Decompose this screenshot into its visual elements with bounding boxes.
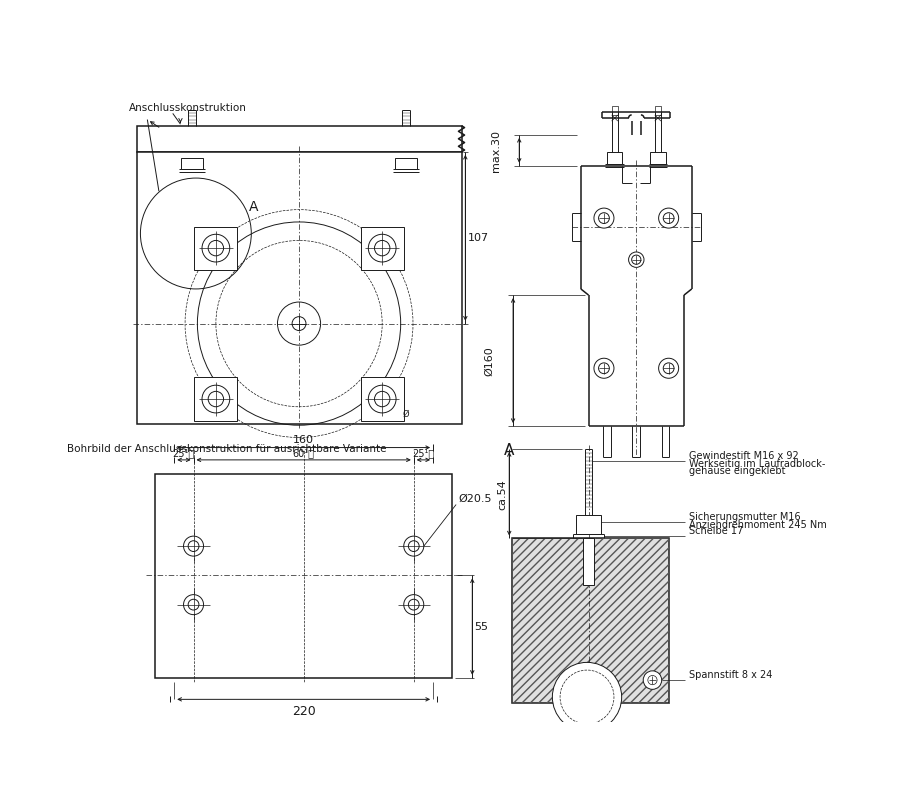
Circle shape — [594, 208, 614, 229]
Text: Gewindestift M16 x 92: Gewindestift M16 x 92 — [688, 450, 798, 461]
Circle shape — [643, 671, 662, 689]
Circle shape — [594, 358, 614, 379]
Bar — [511, 539, 669, 703]
Bar — [650, 152, 666, 165]
Text: Sicherungsmutter M16: Sicherungsmutter M16 — [688, 512, 800, 521]
Bar — [576, 515, 601, 534]
Text: Ø160: Ø160 — [484, 346, 494, 376]
Bar — [194, 378, 237, 421]
Circle shape — [552, 663, 621, 732]
Bar — [395, 159, 417, 169]
Bar — [511, 539, 669, 703]
Text: Ø20.5: Ø20.5 — [458, 493, 492, 503]
Bar — [361, 227, 404, 270]
Bar — [361, 378, 404, 421]
Text: 107: 107 — [467, 233, 489, 243]
Circle shape — [183, 536, 204, 556]
Circle shape — [629, 253, 644, 268]
Bar — [607, 152, 622, 165]
Text: max.30: max.30 — [491, 131, 501, 172]
Circle shape — [658, 358, 678, 379]
Bar — [655, 106, 661, 116]
Bar — [181, 159, 203, 169]
Bar — [612, 106, 618, 116]
Circle shape — [658, 208, 678, 229]
Circle shape — [368, 386, 396, 414]
Text: Werkseitig im Laufradblock-: Werkseitig im Laufradblock- — [688, 458, 825, 468]
Circle shape — [404, 536, 424, 556]
Text: gehäuse eingeklebt: gehäuse eingeklebt — [688, 466, 785, 476]
Text: Anziehdrehmoment 245 Nm: Anziehdrehmoment 245 Nm — [688, 520, 826, 530]
Text: 55: 55 — [474, 621, 489, 632]
Circle shape — [183, 595, 204, 615]
Text: 220: 220 — [291, 704, 316, 717]
Circle shape — [404, 595, 424, 615]
Bar — [136, 152, 462, 424]
Bar — [194, 227, 237, 270]
Text: Scheibe 17: Scheibe 17 — [688, 526, 743, 536]
Text: Anschlusskonstruktion: Anschlusskonstruktion — [129, 103, 247, 114]
Circle shape — [202, 235, 230, 263]
Bar — [136, 127, 462, 152]
Circle shape — [202, 386, 230, 414]
Text: ca.54: ca.54 — [497, 478, 507, 509]
Text: A: A — [249, 200, 259, 214]
Text: 160: 160 — [293, 434, 314, 444]
Text: 60¹⧉: 60¹⧉ — [292, 447, 315, 457]
Text: Bohrbild der Anschlusskonstruktion für ausrichtbare Variante: Bohrbild der Anschlusskonstruktion für a… — [67, 443, 386, 453]
Text: A: A — [504, 443, 514, 458]
Bar — [155, 474, 452, 678]
Text: Ø: Ø — [403, 410, 410, 418]
Text: Spannstift 8 x 24: Spannstift 8 x 24 — [688, 670, 772, 680]
Text: 25¹⧉: 25¹⧉ — [412, 447, 434, 457]
Bar — [584, 539, 594, 585]
Circle shape — [368, 235, 396, 263]
Text: 25¹⧉: 25¹⧉ — [172, 447, 195, 457]
